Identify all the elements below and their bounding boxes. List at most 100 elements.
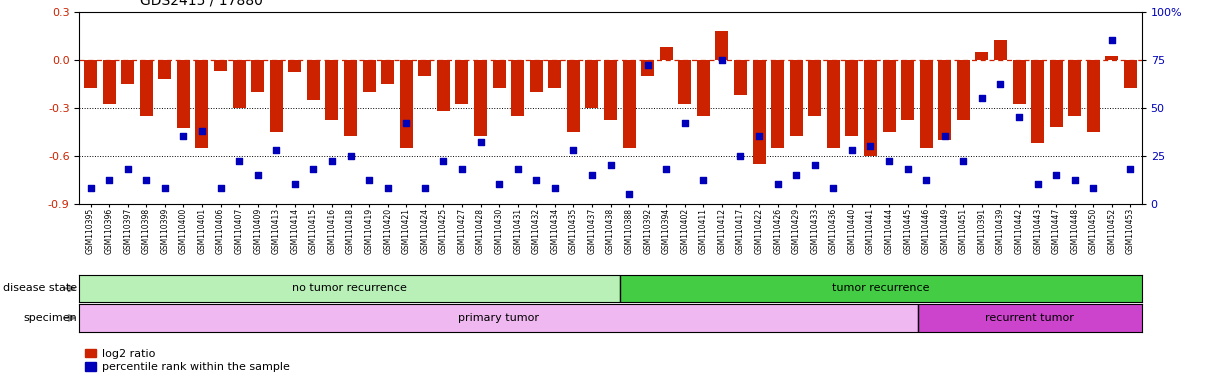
Point <box>304 166 324 172</box>
Bar <box>232 60 245 108</box>
Bar <box>548 60 562 88</box>
Bar <box>419 60 431 76</box>
Bar <box>79 304 918 332</box>
Bar <box>697 60 709 116</box>
Point <box>601 162 620 168</box>
Bar <box>363 60 376 91</box>
Point <box>266 147 286 153</box>
Bar <box>1012 60 1026 104</box>
Bar <box>919 60 933 147</box>
Bar <box>344 60 357 136</box>
Bar <box>159 60 171 79</box>
Bar <box>827 60 840 147</box>
Bar <box>530 60 542 91</box>
Point <box>173 133 193 139</box>
Bar <box>864 60 877 156</box>
Point <box>861 143 880 149</box>
Point <box>341 152 360 159</box>
Point <box>1121 166 1140 172</box>
Point <box>137 177 156 184</box>
Bar <box>512 60 524 116</box>
Bar <box>623 60 636 147</box>
Point <box>230 158 249 164</box>
Bar <box>270 60 283 131</box>
Point <box>694 177 713 184</box>
Point <box>990 81 1010 88</box>
Point <box>917 177 937 184</box>
Point <box>879 158 899 164</box>
Bar <box>585 60 598 108</box>
Bar <box>790 60 802 136</box>
Point <box>526 177 546 184</box>
Bar <box>437 60 449 111</box>
Point <box>564 147 584 153</box>
Point <box>322 158 342 164</box>
Bar <box>734 60 747 95</box>
Bar <box>604 60 617 120</box>
Point <box>1046 172 1066 178</box>
Point <box>81 185 100 191</box>
Legend: log2 ratio, percentile rank within the sample: log2 ratio, percentile rank within the s… <box>85 349 289 372</box>
Point <box>433 158 453 164</box>
Bar <box>752 60 766 164</box>
Point <box>1028 181 1048 187</box>
Bar <box>177 60 189 128</box>
Point <box>1103 37 1122 43</box>
Point <box>118 166 138 172</box>
Bar <box>326 60 338 120</box>
Point <box>637 62 657 68</box>
Bar <box>474 60 487 136</box>
Bar <box>455 60 469 104</box>
Point <box>248 172 267 178</box>
Bar <box>567 60 580 131</box>
Point <box>582 172 602 178</box>
Text: no tumor recurrence: no tumor recurrence <box>292 283 407 293</box>
Bar <box>252 60 264 91</box>
Text: primary tumor: primary tumor <box>458 313 540 323</box>
Point <box>675 120 695 126</box>
Bar <box>901 60 915 120</box>
Point <box>471 139 491 145</box>
Point <box>954 158 973 164</box>
Point <box>750 133 769 139</box>
Text: specimen: specimen <box>23 313 77 323</box>
Bar <box>957 60 969 120</box>
Point <box>897 166 917 172</box>
Bar <box>84 60 96 88</box>
Bar <box>1105 56 1118 60</box>
Bar <box>808 60 822 116</box>
Point <box>805 162 824 168</box>
Point <box>842 147 862 153</box>
Bar <box>139 60 153 116</box>
Bar <box>918 304 1142 332</box>
Text: recurrent tumor: recurrent tumor <box>985 313 1074 323</box>
Bar <box>195 60 209 147</box>
Point <box>768 181 788 187</box>
Point <box>545 185 564 191</box>
Bar <box>399 60 413 147</box>
Point <box>935 133 955 139</box>
Point <box>490 181 509 187</box>
Bar <box>679 60 691 104</box>
Bar <box>214 60 227 71</box>
Point <box>712 56 731 63</box>
Point <box>1083 185 1103 191</box>
Point <box>397 120 416 126</box>
Bar <box>288 60 302 72</box>
Bar <box>103 60 116 104</box>
Bar <box>883 60 895 131</box>
Point <box>192 127 211 134</box>
Bar <box>1068 60 1082 116</box>
Bar <box>492 60 505 88</box>
Bar <box>381 60 394 84</box>
Bar <box>659 47 673 60</box>
Bar <box>772 60 784 147</box>
Bar <box>938 60 951 139</box>
Point <box>284 181 304 187</box>
Point <box>1010 114 1029 120</box>
Text: GDS2415 / 17880: GDS2415 / 17880 <box>140 0 264 8</box>
Bar <box>1032 60 1044 143</box>
Point <box>1065 177 1084 184</box>
Point <box>972 95 991 101</box>
Bar <box>845 60 858 136</box>
